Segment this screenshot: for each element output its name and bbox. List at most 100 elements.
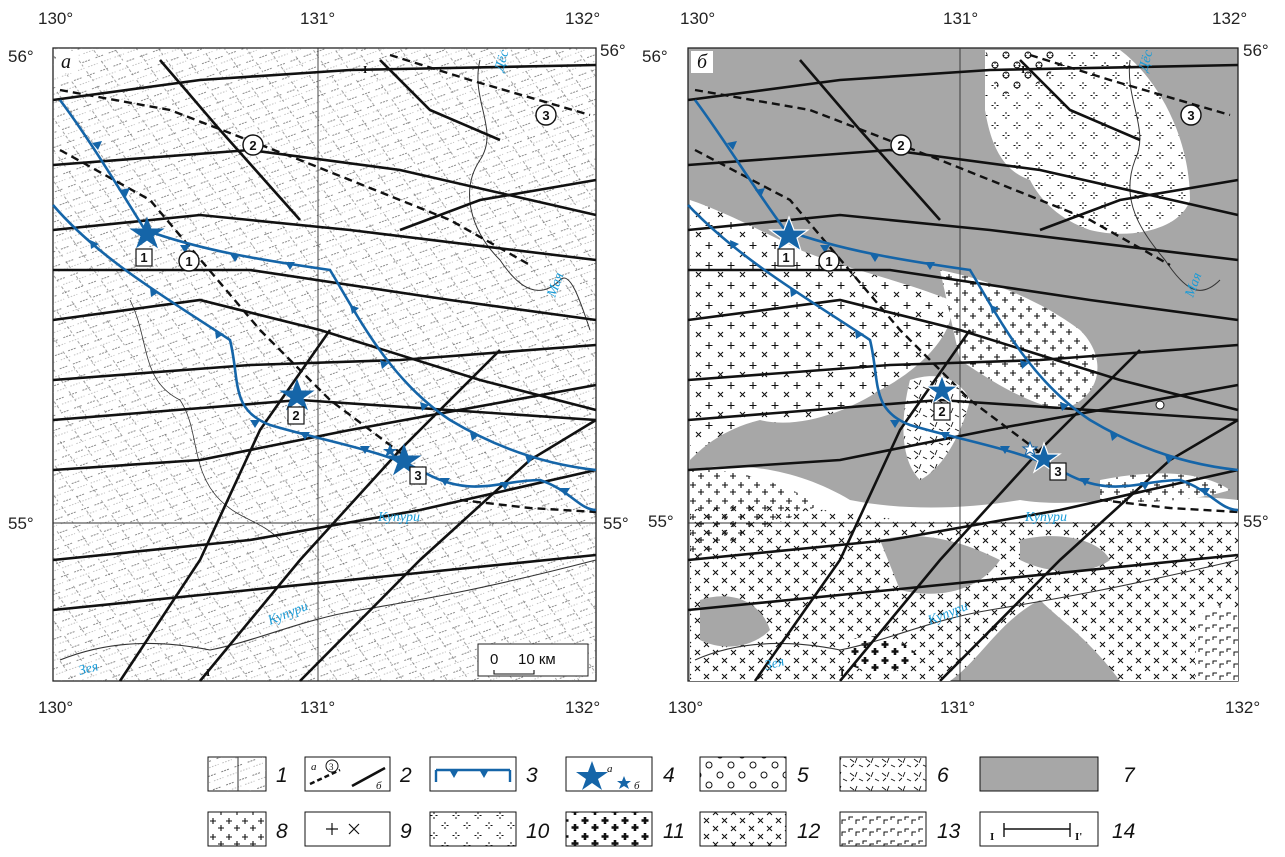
- b-box-label-3: 3: [1054, 464, 1061, 479]
- legend-4-sub-a: а: [607, 763, 613, 775]
- circle-label-2: 2: [249, 138, 256, 153]
- legend-2-sub-circle: 3: [329, 762, 334, 772]
- legend-2-sub-b: б: [376, 780, 382, 792]
- legend-item-8: 8: [207, 811, 288, 847]
- legend-4-sub-b: б: [634, 780, 640, 792]
- legend: 1 а 3 б 2 3 а б 4: [207, 756, 1136, 847]
- legend-num-13: 13: [937, 820, 961, 843]
- b-box-label-1: 1: [782, 250, 789, 265]
- legend-item-4: а б 4: [565, 756, 675, 792]
- panel-b-boxed: 1 2 3: [777, 248, 1067, 481]
- river-kupuri-b1: Купури: [1024, 510, 1067, 525]
- legend-item-9: 9: [304, 811, 412, 847]
- panel-a-faults: [52, 59, 597, 682]
- legend-item-10: 10: [429, 811, 550, 847]
- legend-2-sub-a: а: [311, 761, 317, 773]
- b-bottom-left-lat: 55°: [648, 512, 674, 531]
- panel-a: 1 2 3 1 2 3 а Дёс Мая Купури Купури Зея …: [8, 9, 629, 717]
- panel-a-letter: а: [61, 51, 71, 73]
- b-circle-label-2: 2: [897, 138, 904, 153]
- panel-a-stars: [129, 216, 422, 476]
- section-label-b: I: [840, 667, 844, 679]
- legend-num-4: 4: [663, 764, 675, 787]
- legend-14-sub-b: I': [1075, 831, 1082, 843]
- panel-a-suture: [52, 99, 597, 512]
- a-top-mid-lon: 131°: [300, 9, 335, 28]
- legend-item-13: 13: [839, 811, 961, 847]
- circle-label-1: 1: [185, 254, 192, 269]
- legend-num-1: 1: [276, 764, 288, 787]
- panel-b: 1 2 3 1 2 3 б Дёс Мая Купури Купури Зея …: [642, 9, 1269, 717]
- panel-a-boxed: 1 2 3: [135, 248, 427, 485]
- a-bottom-right-lat: 55°: [603, 514, 629, 533]
- b-top-mid-lon: 131°: [943, 9, 978, 28]
- star-large-3: [386, 443, 422, 476]
- b-box-label-2: 2: [938, 404, 945, 419]
- b-bottom-mid-lon: 131°: [940, 698, 975, 717]
- star-b-small: [1021, 440, 1039, 457]
- panel-a-suture-teeth: [90, 141, 570, 496]
- legend-item-6: 6: [839, 756, 949, 792]
- section-label-a: I: [206, 667, 210, 679]
- legend-14-sub-a: I: [990, 831, 994, 843]
- b-top-left-lon: 130°: [680, 9, 715, 28]
- b-bottom-right-lon: 132°: [1225, 698, 1260, 717]
- box-label-3: 3: [414, 468, 421, 483]
- legend-num-14: 14: [1112, 820, 1135, 843]
- b-bottom-right-lat: 55°: [1243, 512, 1269, 531]
- river-kupuri-a1: Купури: [377, 510, 420, 525]
- b-circle-label-1: 1: [825, 254, 832, 269]
- legend-item-11: 11: [565, 811, 685, 847]
- b-top-right-lon: 132°: [1212, 9, 1247, 28]
- a-bottom-right-lon: 132°: [565, 698, 600, 717]
- b-top-left-lat: 56°: [642, 47, 668, 66]
- legend-num-10: 10: [526, 820, 550, 843]
- star-small: [383, 444, 397, 457]
- legend-num-6: 6: [937, 764, 949, 787]
- box-label-1: 1: [140, 250, 147, 265]
- legend-item-2: а 3 б 2: [304, 756, 412, 792]
- scale-bar: [477, 643, 589, 677]
- river-des-b: Дёс: [1136, 48, 1157, 75]
- box-label-2: 2: [292, 408, 299, 423]
- star-large-2: [279, 378, 315, 411]
- a-top-left-lon: 130°: [38, 9, 73, 28]
- scale-value: 10 км: [518, 651, 556, 668]
- panel-b-suture-teeth: [727, 141, 1210, 496]
- a-bottom-left-lat: 55°: [8, 514, 34, 533]
- legend-num-11: 11: [663, 820, 685, 843]
- river-zeya-a: Зея: [77, 659, 100, 679]
- star-large-1: [129, 216, 165, 249]
- river-des-a: Дёс: [492, 48, 513, 75]
- legend-num-5: 5: [797, 764, 809, 787]
- legend-num-2: 2: [399, 764, 412, 787]
- b-circle-label-3: 3: [1187, 108, 1194, 123]
- section-label-top-a: I: [363, 64, 367, 76]
- legend-item-7: 7: [979, 756, 1136, 792]
- b-bottom-left-lon: 130°: [668, 698, 703, 717]
- river-zeya-b: Зея: [763, 654, 786, 674]
- legend-item-3: 3: [429, 756, 538, 792]
- star-b-2: [924, 373, 960, 406]
- legend-num-9: 9: [400, 820, 412, 843]
- panel-b-dashed-faults: [694, 53, 1239, 514]
- legend-num-8: 8: [276, 820, 288, 843]
- legend-item-1: 1: [207, 756, 288, 792]
- section-label-top-b: I: [1021, 64, 1025, 76]
- scale-zero: 0: [490, 651, 498, 668]
- panel-b-stars: [768, 215, 1165, 474]
- panel-b-letter: б: [697, 51, 708, 73]
- star-b-1: [768, 215, 810, 253]
- b-top-right-lat: 56°: [1243, 41, 1269, 60]
- a-top-left-lat: 56°: [8, 47, 34, 66]
- legend-item-12: 12: [699, 811, 821, 847]
- a-top-right-lat: 56°: [600, 41, 626, 60]
- a-top-right-lon: 132°: [565, 9, 600, 28]
- legend-item-14: I I' 14: [979, 811, 1135, 847]
- legend-num-7: 7: [1123, 764, 1136, 787]
- panel-b-circled: 1 2 3: [818, 104, 1202, 272]
- panel-a-circled: 1 2 3: [178, 104, 557, 272]
- a-bottom-left-lon: 130°: [38, 698, 73, 717]
- panel-a-dashed-faults: [59, 53, 597, 514]
